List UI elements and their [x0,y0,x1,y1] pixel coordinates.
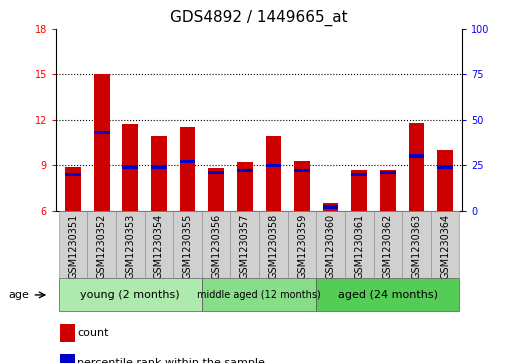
Text: GSM1230355: GSM1230355 [182,214,193,279]
Bar [408,123,424,211]
Bar [116,211,145,278]
Bar [173,211,202,278]
Text: GSM1230354: GSM1230354 [154,214,164,279]
Bar [208,171,224,174]
Text: GSM1230364: GSM1230364 [440,214,450,279]
Bar [352,170,367,211]
Bar [288,211,316,278]
Bar [94,131,110,134]
Bar [259,211,288,278]
Bar [237,162,252,211]
Text: GSM1230356: GSM1230356 [211,214,221,279]
Text: GSM1230362: GSM1230362 [383,214,393,279]
Bar [266,163,281,167]
Bar [122,125,138,211]
Bar [316,278,459,311]
Bar [373,211,402,278]
Bar [402,211,431,278]
Bar [208,168,224,211]
Bar [59,211,87,278]
Bar [231,211,259,278]
Text: GSM1230358: GSM1230358 [268,214,278,279]
Bar [87,211,116,278]
Text: GSM1230357: GSM1230357 [240,214,250,279]
Bar [316,211,345,278]
Text: middle aged (12 months): middle aged (12 months) [197,290,321,300]
Text: young (2 months): young (2 months) [80,290,180,300]
Bar [380,170,396,211]
Text: aged (24 months): aged (24 months) [338,290,438,300]
Bar [431,211,459,278]
Bar [151,165,167,169]
Bar [65,172,81,176]
Text: GSM1230363: GSM1230363 [411,214,422,279]
Text: GSM1230353: GSM1230353 [125,214,135,279]
Bar [59,278,202,311]
Bar [266,136,281,211]
Bar [437,165,453,169]
Bar [408,154,424,158]
Text: percentile rank within the sample: percentile rank within the sample [77,358,265,363]
Bar [180,127,196,211]
Text: GSM1230352: GSM1230352 [97,214,107,279]
Bar [202,278,316,311]
Bar [323,205,338,209]
Bar [294,169,310,172]
Bar [145,211,173,278]
Bar [380,171,396,174]
Bar [60,325,75,342]
Bar [323,203,338,211]
Bar [294,160,310,211]
Bar [237,169,252,172]
Bar [352,172,367,176]
Text: count: count [77,328,109,338]
Bar [437,150,453,211]
Text: GSM1230359: GSM1230359 [297,214,307,279]
Text: GSM1230361: GSM1230361 [354,214,364,279]
Text: GSM1230360: GSM1230360 [326,214,336,279]
Bar [180,160,196,163]
Title: GDS4892 / 1449665_at: GDS4892 / 1449665_at [170,10,348,26]
Bar [151,136,167,211]
Bar [94,74,110,211]
Bar [65,167,81,211]
Bar [122,165,138,169]
Text: age: age [8,290,29,300]
Bar [202,211,231,278]
Bar [60,354,75,363]
Text: GSM1230351: GSM1230351 [68,214,78,279]
Bar [345,211,373,278]
